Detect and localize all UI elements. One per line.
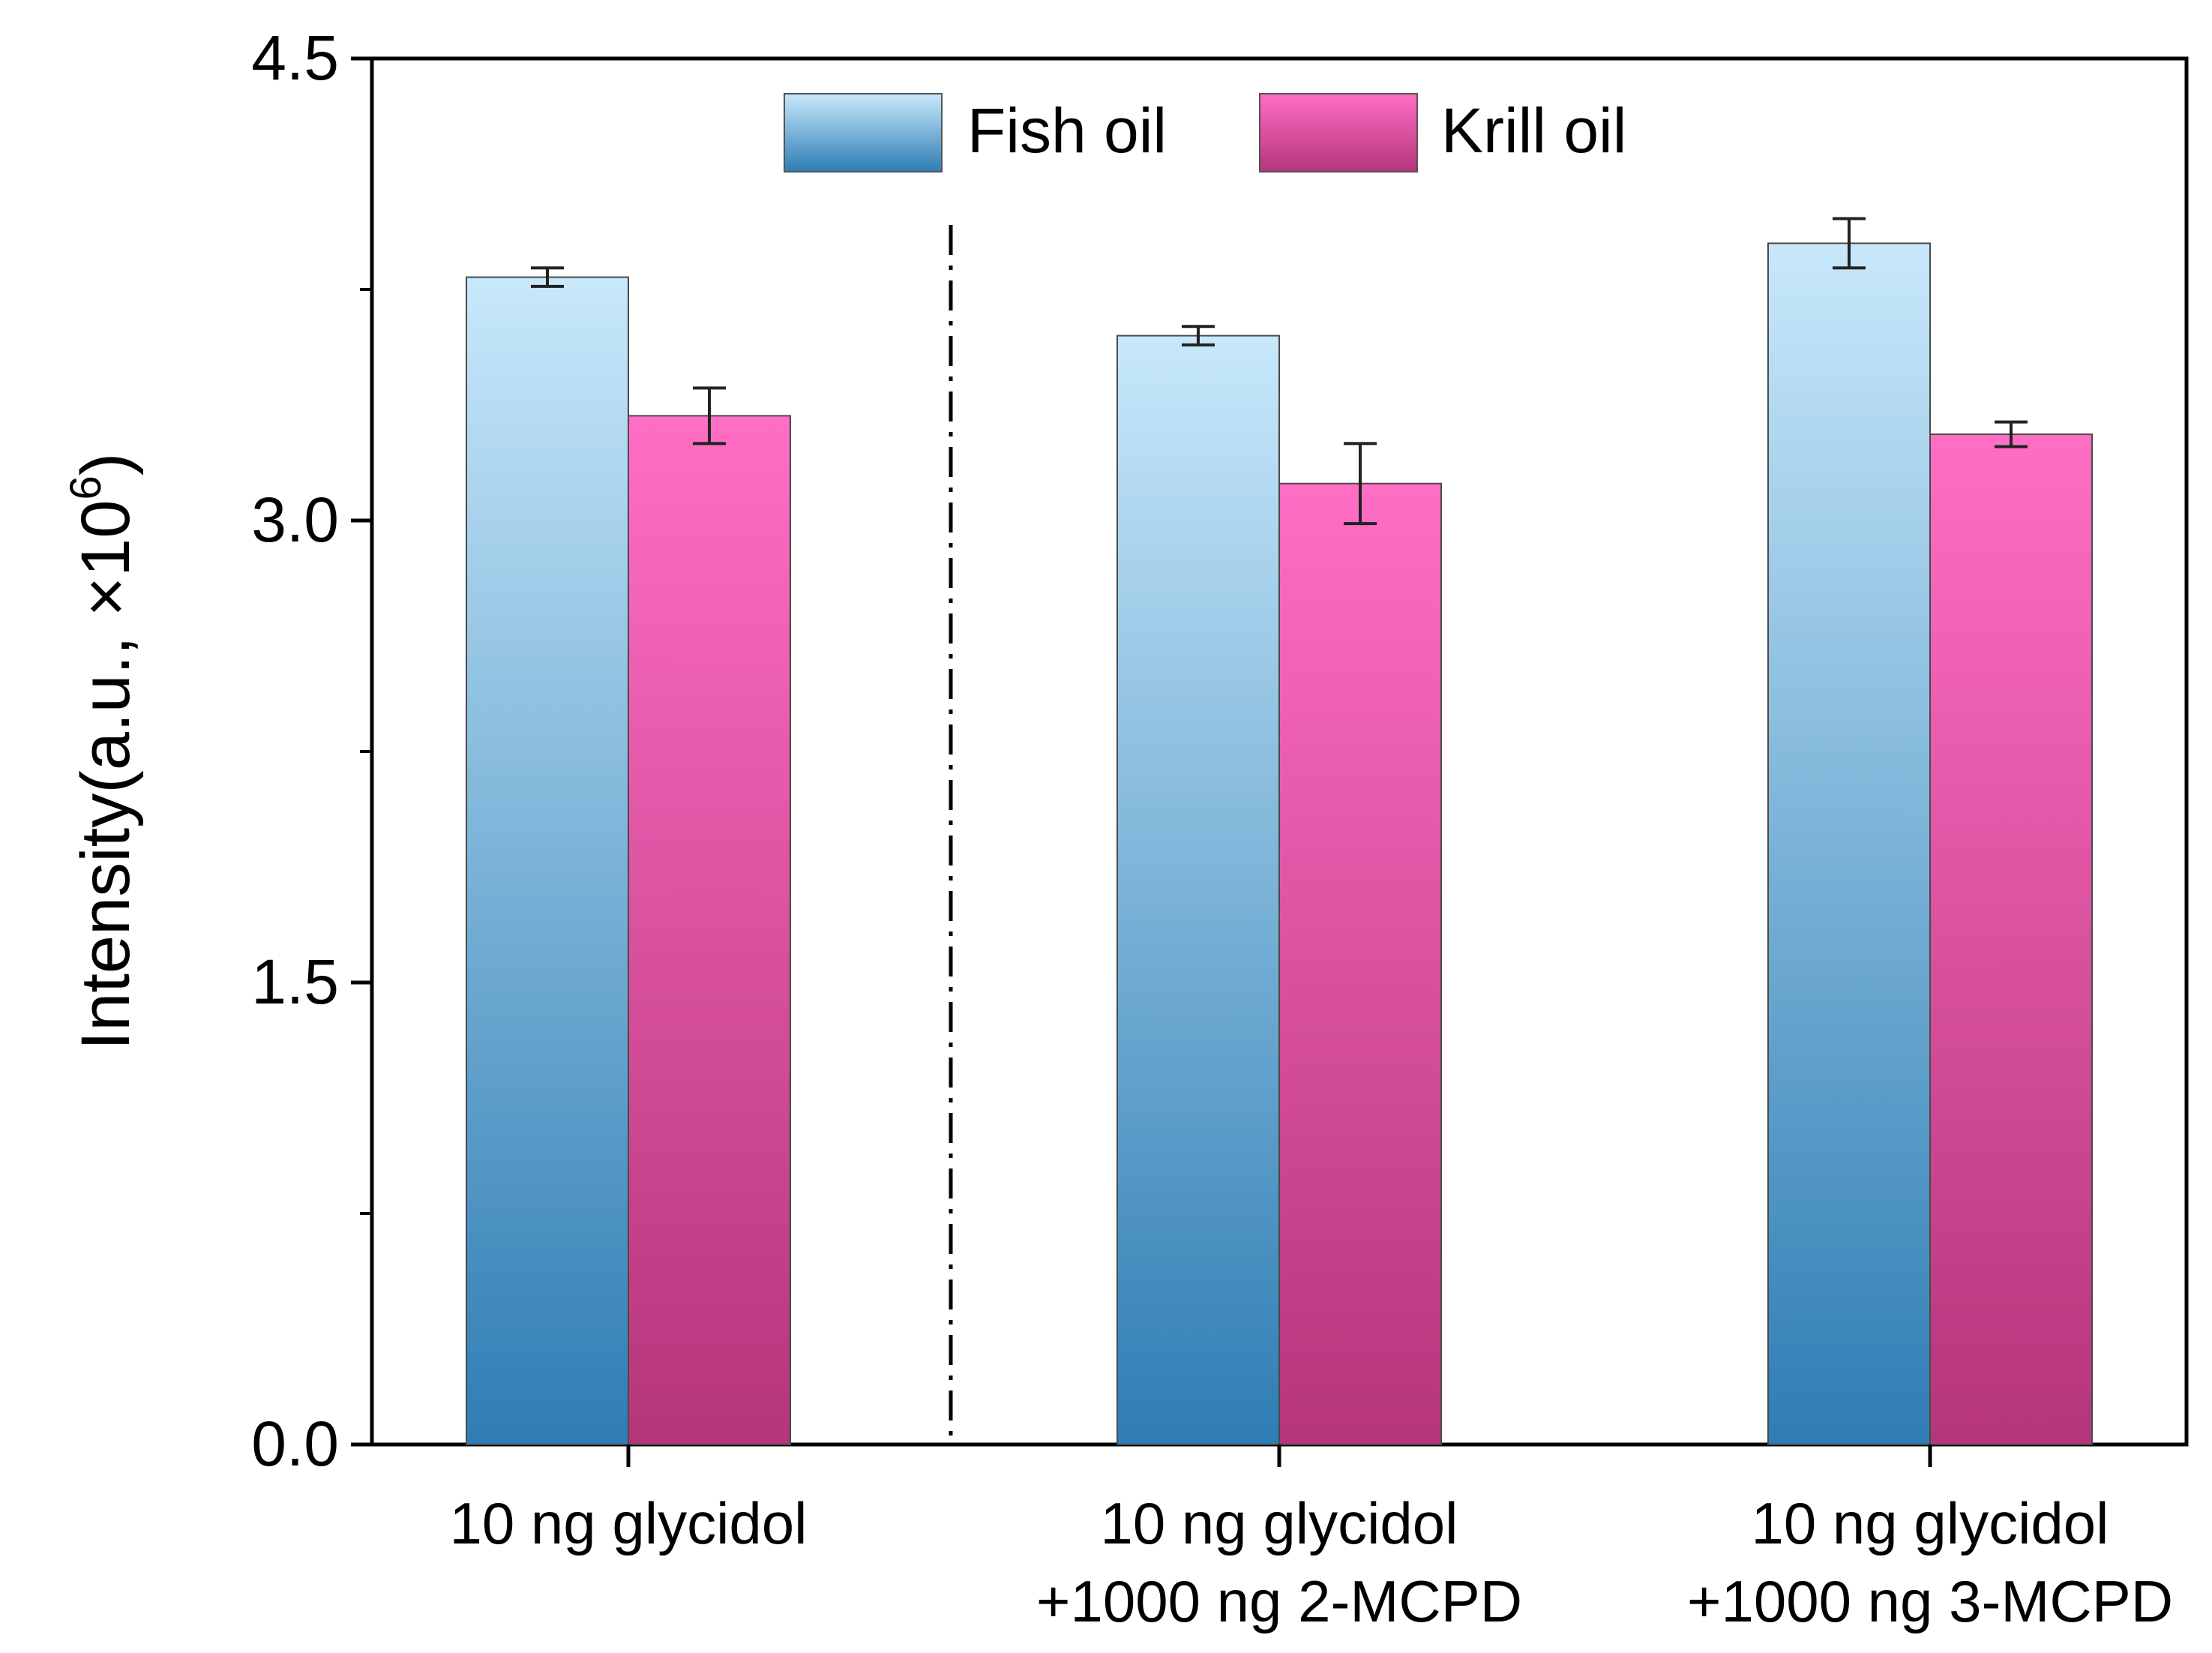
bar-fish-oil	[1116, 334, 1280, 1446]
legend-swatch-krill-oil	[1259, 93, 1418, 172]
y-tick-label: 3.0	[251, 484, 339, 555]
bar-krill-oil	[628, 415, 791, 1446]
error-bars	[531, 217, 2028, 526]
y-tick-label: 4.5	[251, 22, 339, 93]
y-tick-label: 1.5	[251, 946, 339, 1017]
x-category-label: 10 ng glycidol	[1752, 1490, 2109, 1556]
y-axis-title: Intensity(a.u., ×106)	[61, 453, 144, 1051]
y-tick-label: 0.0	[251, 1408, 339, 1479]
bars	[466, 242, 2093, 1446]
legend: Fish oil Krill oil	[784, 93, 1626, 172]
x-category-label: 10 ng glycidol	[450, 1490, 808, 1556]
legend-label-krill-oil: Krill oil	[1441, 95, 1626, 166]
legend-label-fish-oil: Fish oil	[967, 95, 1167, 166]
x-category-label: +1000 ng 2-MCPD	[1036, 1568, 1522, 1634]
bar-krill-oil	[1929, 434, 2093, 1445]
x-category-label: +1000 ng 3-MCPD	[1687, 1568, 2173, 1634]
bar-fish-oil	[1767, 242, 1931, 1445]
bar-fish-oil	[466, 276, 629, 1445]
x-category-label: 10 ng glycidol	[1101, 1490, 1458, 1556]
legend-swatch-fish-oil	[784, 93, 943, 172]
bar-krill-oil	[1278, 482, 1442, 1445]
x-axis-ticks: 10 ng glycidol 10 ng glycidol +1000 ng 2-M…	[450, 1444, 2173, 1634]
y-axis-ticks: 0.0 1.5 3.0 4.5	[251, 22, 372, 1479]
